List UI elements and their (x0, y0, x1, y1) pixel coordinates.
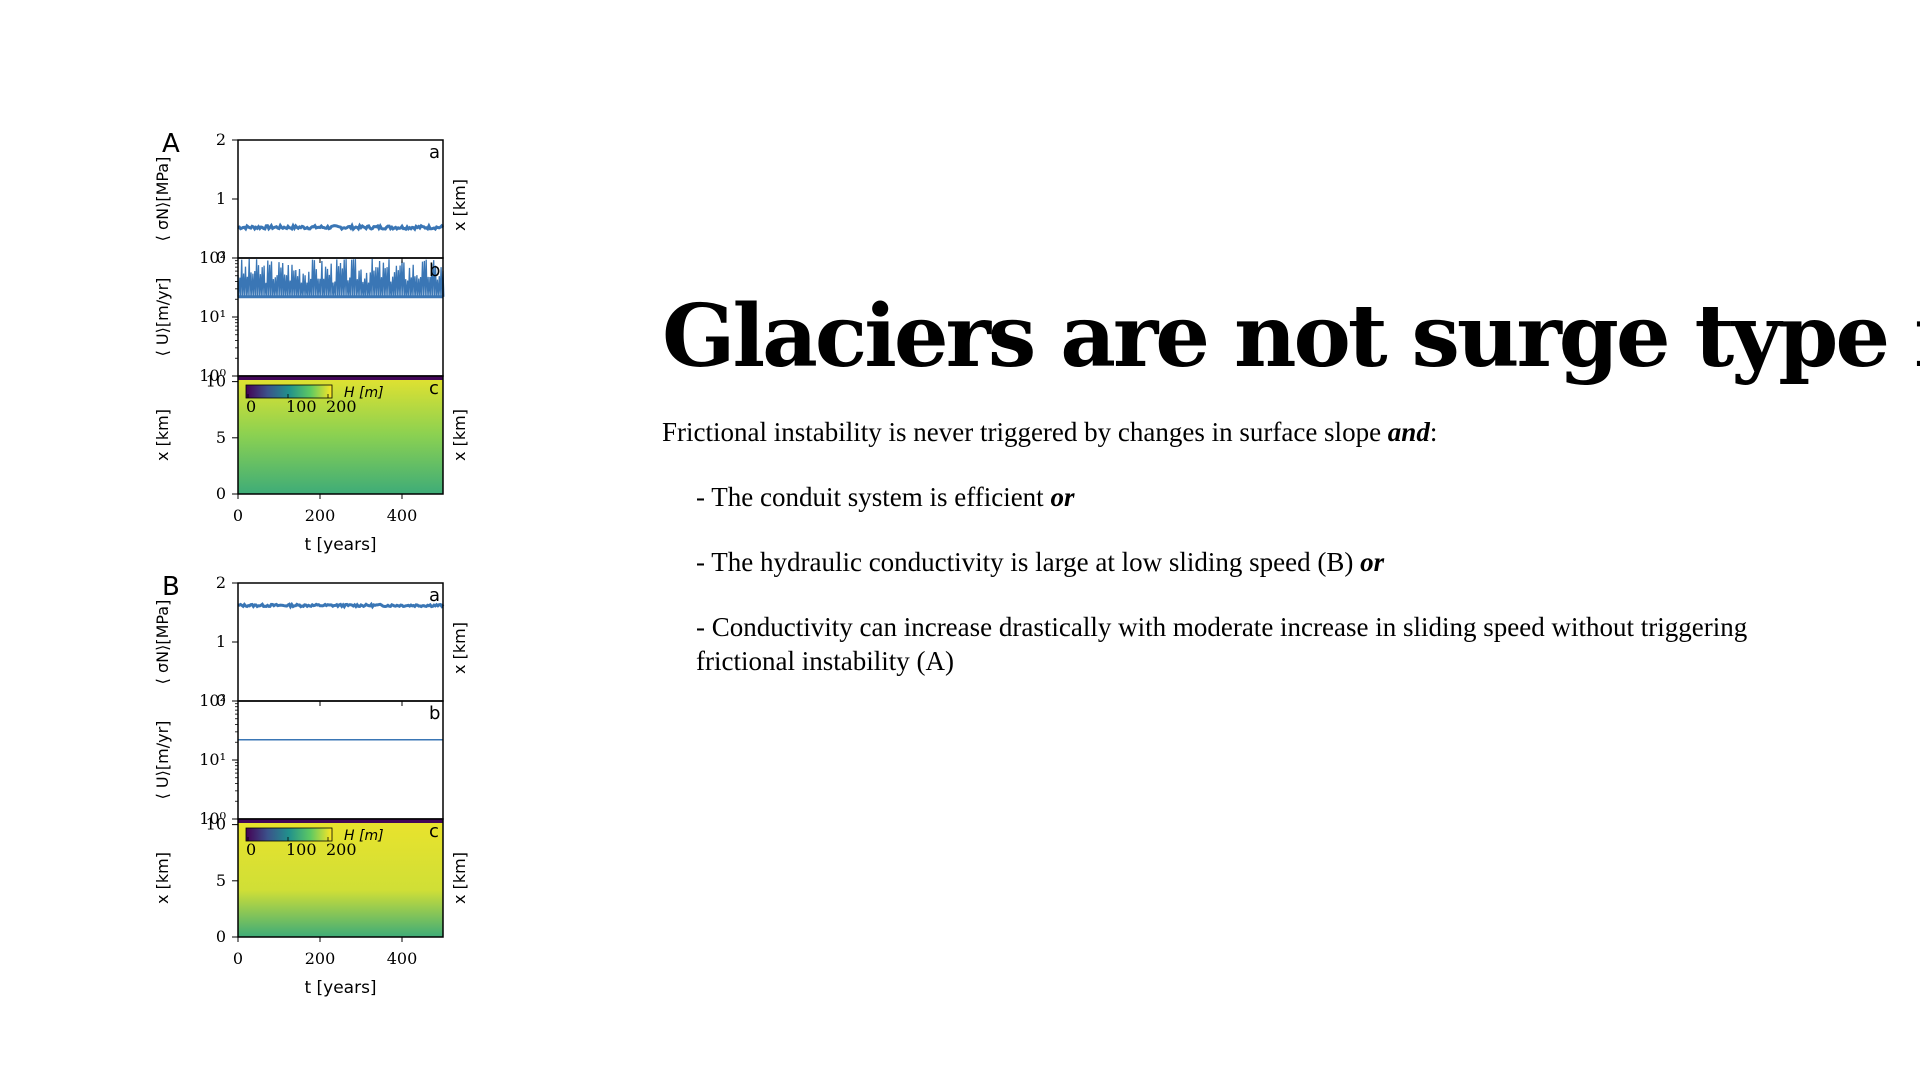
plot-frame (237, 700, 444, 820)
colorbar-tick-label: 200 (326, 840, 357, 859)
y-tick-label: 1 (216, 632, 226, 651)
x-tick-label: 200 (305, 949, 336, 968)
chart-panel-Ba: 0 1 2 a ⟨ σN⟩[MPa] x [km] (153, 573, 469, 710)
y-tick-label: 10² (199, 248, 226, 267)
x-tick-label: 400 (387, 506, 418, 525)
condition-item: - Conductivity can increase drastically … (696, 611, 1776, 679)
intro-main: Frictional instability is never triggere… (662, 417, 1388, 447)
colorbar-tick-label: 0 (246, 840, 256, 859)
x-axis-label: t [years] (304, 978, 376, 998)
x-tick-label: 400 (387, 949, 418, 968)
colorbar-tick-label: 0 (246, 397, 256, 416)
sigma-series-line (237, 221, 445, 232)
colorbar-label: H [m] (344, 385, 384, 401)
y-tick-label: 1 (216, 189, 226, 208)
velocity-series-line (237, 258, 445, 297)
y-tick-label: 10⁰ (199, 366, 226, 385)
condition-item: - The conduit system is efficient or (696, 481, 1074, 515)
figure-column: 0 1 2 a ⟨ σN⟩[MPa] x [km] 10⁰ 10¹ 10² b ⟨ U⟩[m/yr]… (140, 120, 500, 1020)
right-axis-label: x [km] (450, 622, 469, 674)
y-axis-label: x [km] (153, 852, 172, 904)
right-axis-label: x [km] (450, 179, 469, 231)
intro-tail: : (1429, 417, 1438, 447)
y-tick-label: 10¹ (199, 750, 226, 769)
colorbar (245, 384, 333, 399)
plot-frame (237, 582, 444, 702)
chart-panel-Bb: 10⁰ 10¹ 10² b ⟨ U⟩[m/yr] (153, 691, 444, 828)
colorbar-tick-label: 100 (286, 840, 317, 859)
y-axis-label: ⟨ σN⟩[MPa] (153, 600, 172, 685)
panel-letter: a (429, 142, 440, 163)
plot-frame (237, 818, 444, 938)
y-tick-label: 10⁰ (199, 809, 226, 828)
colorbar (245, 827, 333, 842)
panel-letter: c (429, 821, 439, 842)
colorbar-label: H [m] (344, 828, 384, 844)
y-tick-label: 10 (206, 372, 226, 391)
y-tick-label: 0 (216, 248, 226, 267)
panel-letter: c (429, 378, 439, 399)
y-tick-label: 10¹ (199, 307, 226, 326)
y-tick-label: 0 (216, 927, 226, 946)
intro-text: Frictional instability is never triggere… (662, 416, 1437, 450)
figure-letter-B: B (162, 572, 180, 602)
sigma-series-line (237, 601, 445, 610)
right-axis-label: x [km] (450, 409, 469, 461)
y-tick-label: 5 (216, 871, 226, 890)
y-tick-label: 10 (206, 815, 226, 834)
panel-letter: b (429, 260, 440, 281)
y-axis-label: ⟨ U⟩[m/yr] (153, 721, 172, 800)
figures-svg: 0 1 2 a ⟨ σN⟩[MPa] x [km] 10⁰ 10¹ 10² b ⟨ U⟩[m/yr]… (153, 129, 469, 998)
y-tick-label: 5 (216, 428, 226, 447)
colorbar-tick-label: 200 (326, 397, 357, 416)
right-axis-label: x [km] (450, 852, 469, 904)
y-tick-label: 10² (199, 691, 226, 710)
y-tick-label: 2 (216, 130, 226, 149)
heatmap-surface-band (238, 819, 443, 823)
panel-letter: a (429, 585, 440, 606)
x-axis-label: t [years] (304, 535, 376, 555)
y-axis-label: ⟨ σN⟩[MPa] (153, 157, 172, 242)
chart-panel-Ab: 10⁰ 10¹ 10² b ⟨ U⟩[m/yr] (153, 248, 445, 385)
condition-item-text: - The hydraulic conductivity is large at… (696, 547, 1361, 577)
chart-panel-Aa: 0 1 2 a ⟨ σN⟩[MPa] x [km] (153, 130, 469, 267)
condition-item-text: - The conduit system is efficient (696, 482, 1051, 512)
y-axis-label: x [km] (153, 409, 172, 461)
heatmap-surface-band (238, 376, 443, 380)
figure-letter-A: A (162, 129, 180, 159)
condition-item: - The hydraulic conductivity is large at… (696, 546, 1384, 580)
panel-letter: b (429, 703, 440, 724)
y-tick-label: 0 (216, 484, 226, 503)
plot-frame (237, 375, 444, 495)
y-axis-label: ⟨ U⟩[m/yr] (153, 278, 172, 357)
plot-frame (237, 139, 444, 259)
slide-title: Glaciers are not surge type if (662, 286, 1920, 387)
y-tick-label: 2 (216, 573, 226, 592)
y-tick-label: 0 (216, 691, 226, 710)
x-tick-label: 0 (233, 506, 243, 525)
x-tick-label: 200 (305, 506, 336, 525)
x-tick-label: 0 (233, 949, 243, 968)
condition-item-text: - Conductivity can increase drastically … (696, 612, 1748, 676)
colorbar-tick-label: 100 (286, 397, 317, 416)
intro-emphasis: and (1387, 417, 1430, 447)
condition-item-emphasis: or (1050, 482, 1075, 512)
condition-item-emphasis: or (1360, 547, 1385, 577)
